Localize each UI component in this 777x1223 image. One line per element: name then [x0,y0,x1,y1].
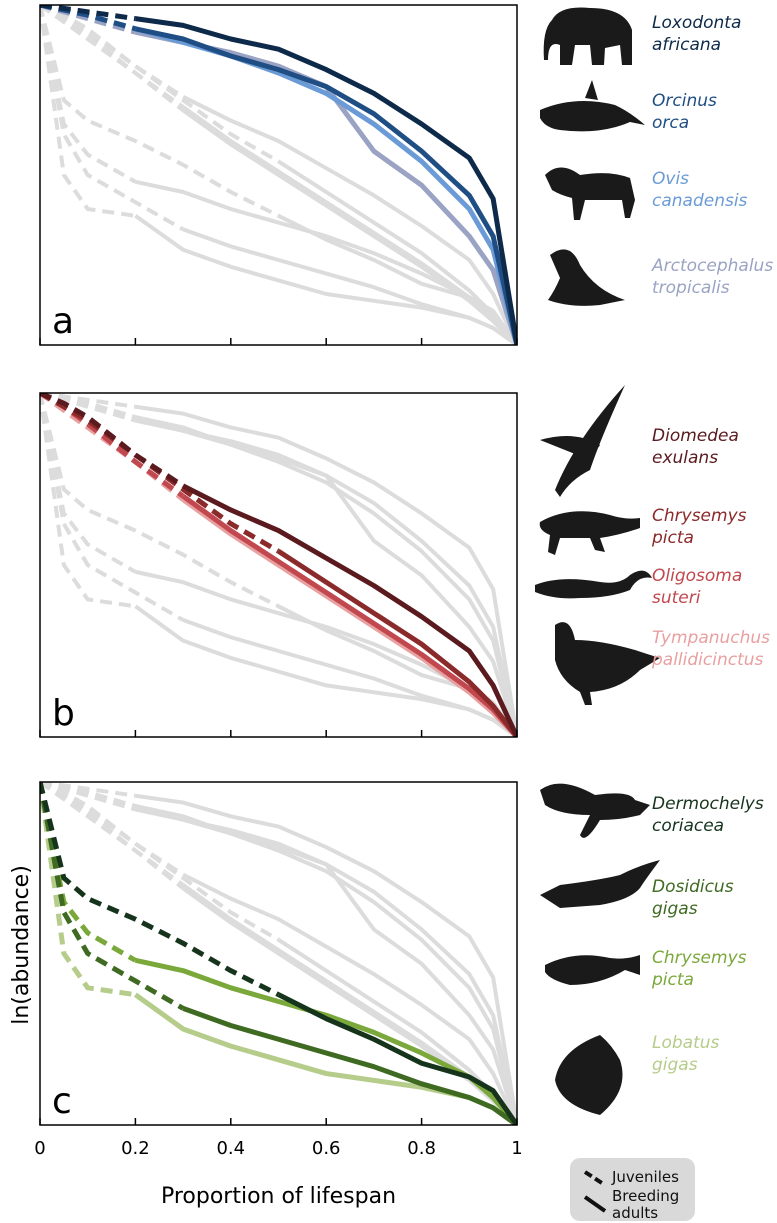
juvenile-line [40,393,185,499]
species-name: Dosidicus gigas [652,877,734,919]
background-juvenile-line [40,393,136,609]
background-juvenile-line [40,393,137,574]
legend-solid-sample [583,1195,607,1213]
species-name: Ovis canadensis [652,169,748,211]
species-name: Tympanuchus pallidicinctus [652,628,771,670]
species-name: Arctocephalus tropicalis [652,256,774,298]
adult-line [181,497,517,737]
panel-frame [39,392,518,738]
background-juvenile-line [40,782,136,812]
background-adult-line [134,604,517,737]
species-name: Orcinus orca [652,91,717,133]
conch [555,1035,623,1115]
panel-label: c [52,1081,72,1122]
fish [545,955,640,985]
plot-area [40,782,517,1125]
background-adult-line [135,404,517,737]
y-axis-label: ln(abundance) [9,865,34,1025]
x-tick-label: 1 [511,1138,522,1159]
species-name: Chrysemys picta [652,948,747,990]
x-axis-label: Proportion of lifespan [161,1184,396,1209]
background-adult-line [277,214,517,345]
background-adult-line [181,108,517,345]
panel-label: a [52,301,74,342]
background-juvenile-line [40,5,137,184]
background-adult-line [134,807,517,1125]
grouse [555,622,660,705]
background-juvenile-line [40,782,185,890]
juvenile-line [40,782,137,963]
legend-adults: Breeding adults [612,1187,680,1222]
adult-line [134,957,517,1125]
background-juvenile-line [40,393,136,423]
panel-frame [39,781,518,1126]
adult-line [181,494,517,737]
leatherback [540,783,650,838]
background-juvenile-line [40,393,185,622]
plot-area [40,393,517,737]
x-tick-label: 0.2 [121,1138,150,1159]
background-adult-line [182,95,517,345]
adult-line [135,16,517,345]
legend-box [570,1158,695,1221]
background-adult-line [181,105,517,345]
species-name: Oligosoma suteri [652,566,743,608]
species-name: Lobatus gigas [652,1033,720,1075]
juvenile-line [40,782,185,1011]
x-tick-label: 0.4 [216,1138,245,1159]
background-adult-line [134,804,517,1125]
species-name: Chrysemys picta [652,506,747,548]
legend-juveniles: Juveniles [612,1168,679,1186]
background-juvenile-line [40,5,136,218]
adult-line [182,1006,517,1125]
background-juvenile-line [40,393,280,609]
turtle [539,511,640,555]
panel-frame [39,4,518,346]
juvenile-line [40,782,136,998]
background-adult-line [181,886,517,1125]
background-adult-line [181,883,517,1125]
species-name: Dermochelys coriacea [652,794,764,836]
silhouettes [535,7,660,1115]
background-adult-line [182,872,517,1125]
juvenile-line [40,393,280,554]
adult-line [277,549,517,737]
panel-label: b [52,693,75,734]
elephant [543,7,632,65]
adult-line [277,992,517,1125]
species-name: Loxodonta africana [652,13,742,55]
adult-line [181,483,517,737]
x-tick-label: 0.8 [407,1138,436,1159]
orca [540,80,645,132]
ram [545,167,635,220]
x-tick-label: 0.6 [312,1138,341,1159]
plot-area [40,5,517,345]
sea-lion [548,249,625,306]
background-juvenile-line [40,782,185,877]
background-adult-line [134,179,517,345]
skink [535,570,652,599]
squid [540,860,660,908]
background-adult-line [135,793,517,1125]
albatross [540,385,625,497]
background-adult-line [134,418,517,737]
juvenile-line [40,782,280,997]
background-juvenile-line [40,5,185,112]
background-juvenile-line [40,5,280,218]
juvenile-line [40,393,185,488]
x-tick-label: 0 [34,1138,45,1159]
adult-line [134,26,517,345]
species-name: Diomedea exulans [652,426,739,468]
background-adult-line [134,415,517,737]
background-adult-line [134,214,517,345]
legend-dash-sample [583,1170,607,1187]
